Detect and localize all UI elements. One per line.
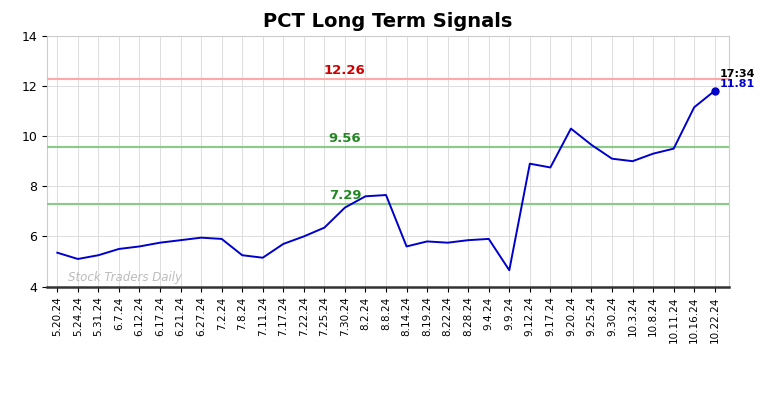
Text: Stock Traders Daily: Stock Traders Daily [67,271,182,283]
Title: PCT Long Term Signals: PCT Long Term Signals [263,12,513,31]
Text: 11.81: 11.81 [720,80,755,90]
Text: 12.26: 12.26 [324,64,366,77]
Text: 9.56: 9.56 [328,132,361,144]
Text: 7.29: 7.29 [328,189,361,201]
Text: 17:34: 17:34 [720,69,755,80]
